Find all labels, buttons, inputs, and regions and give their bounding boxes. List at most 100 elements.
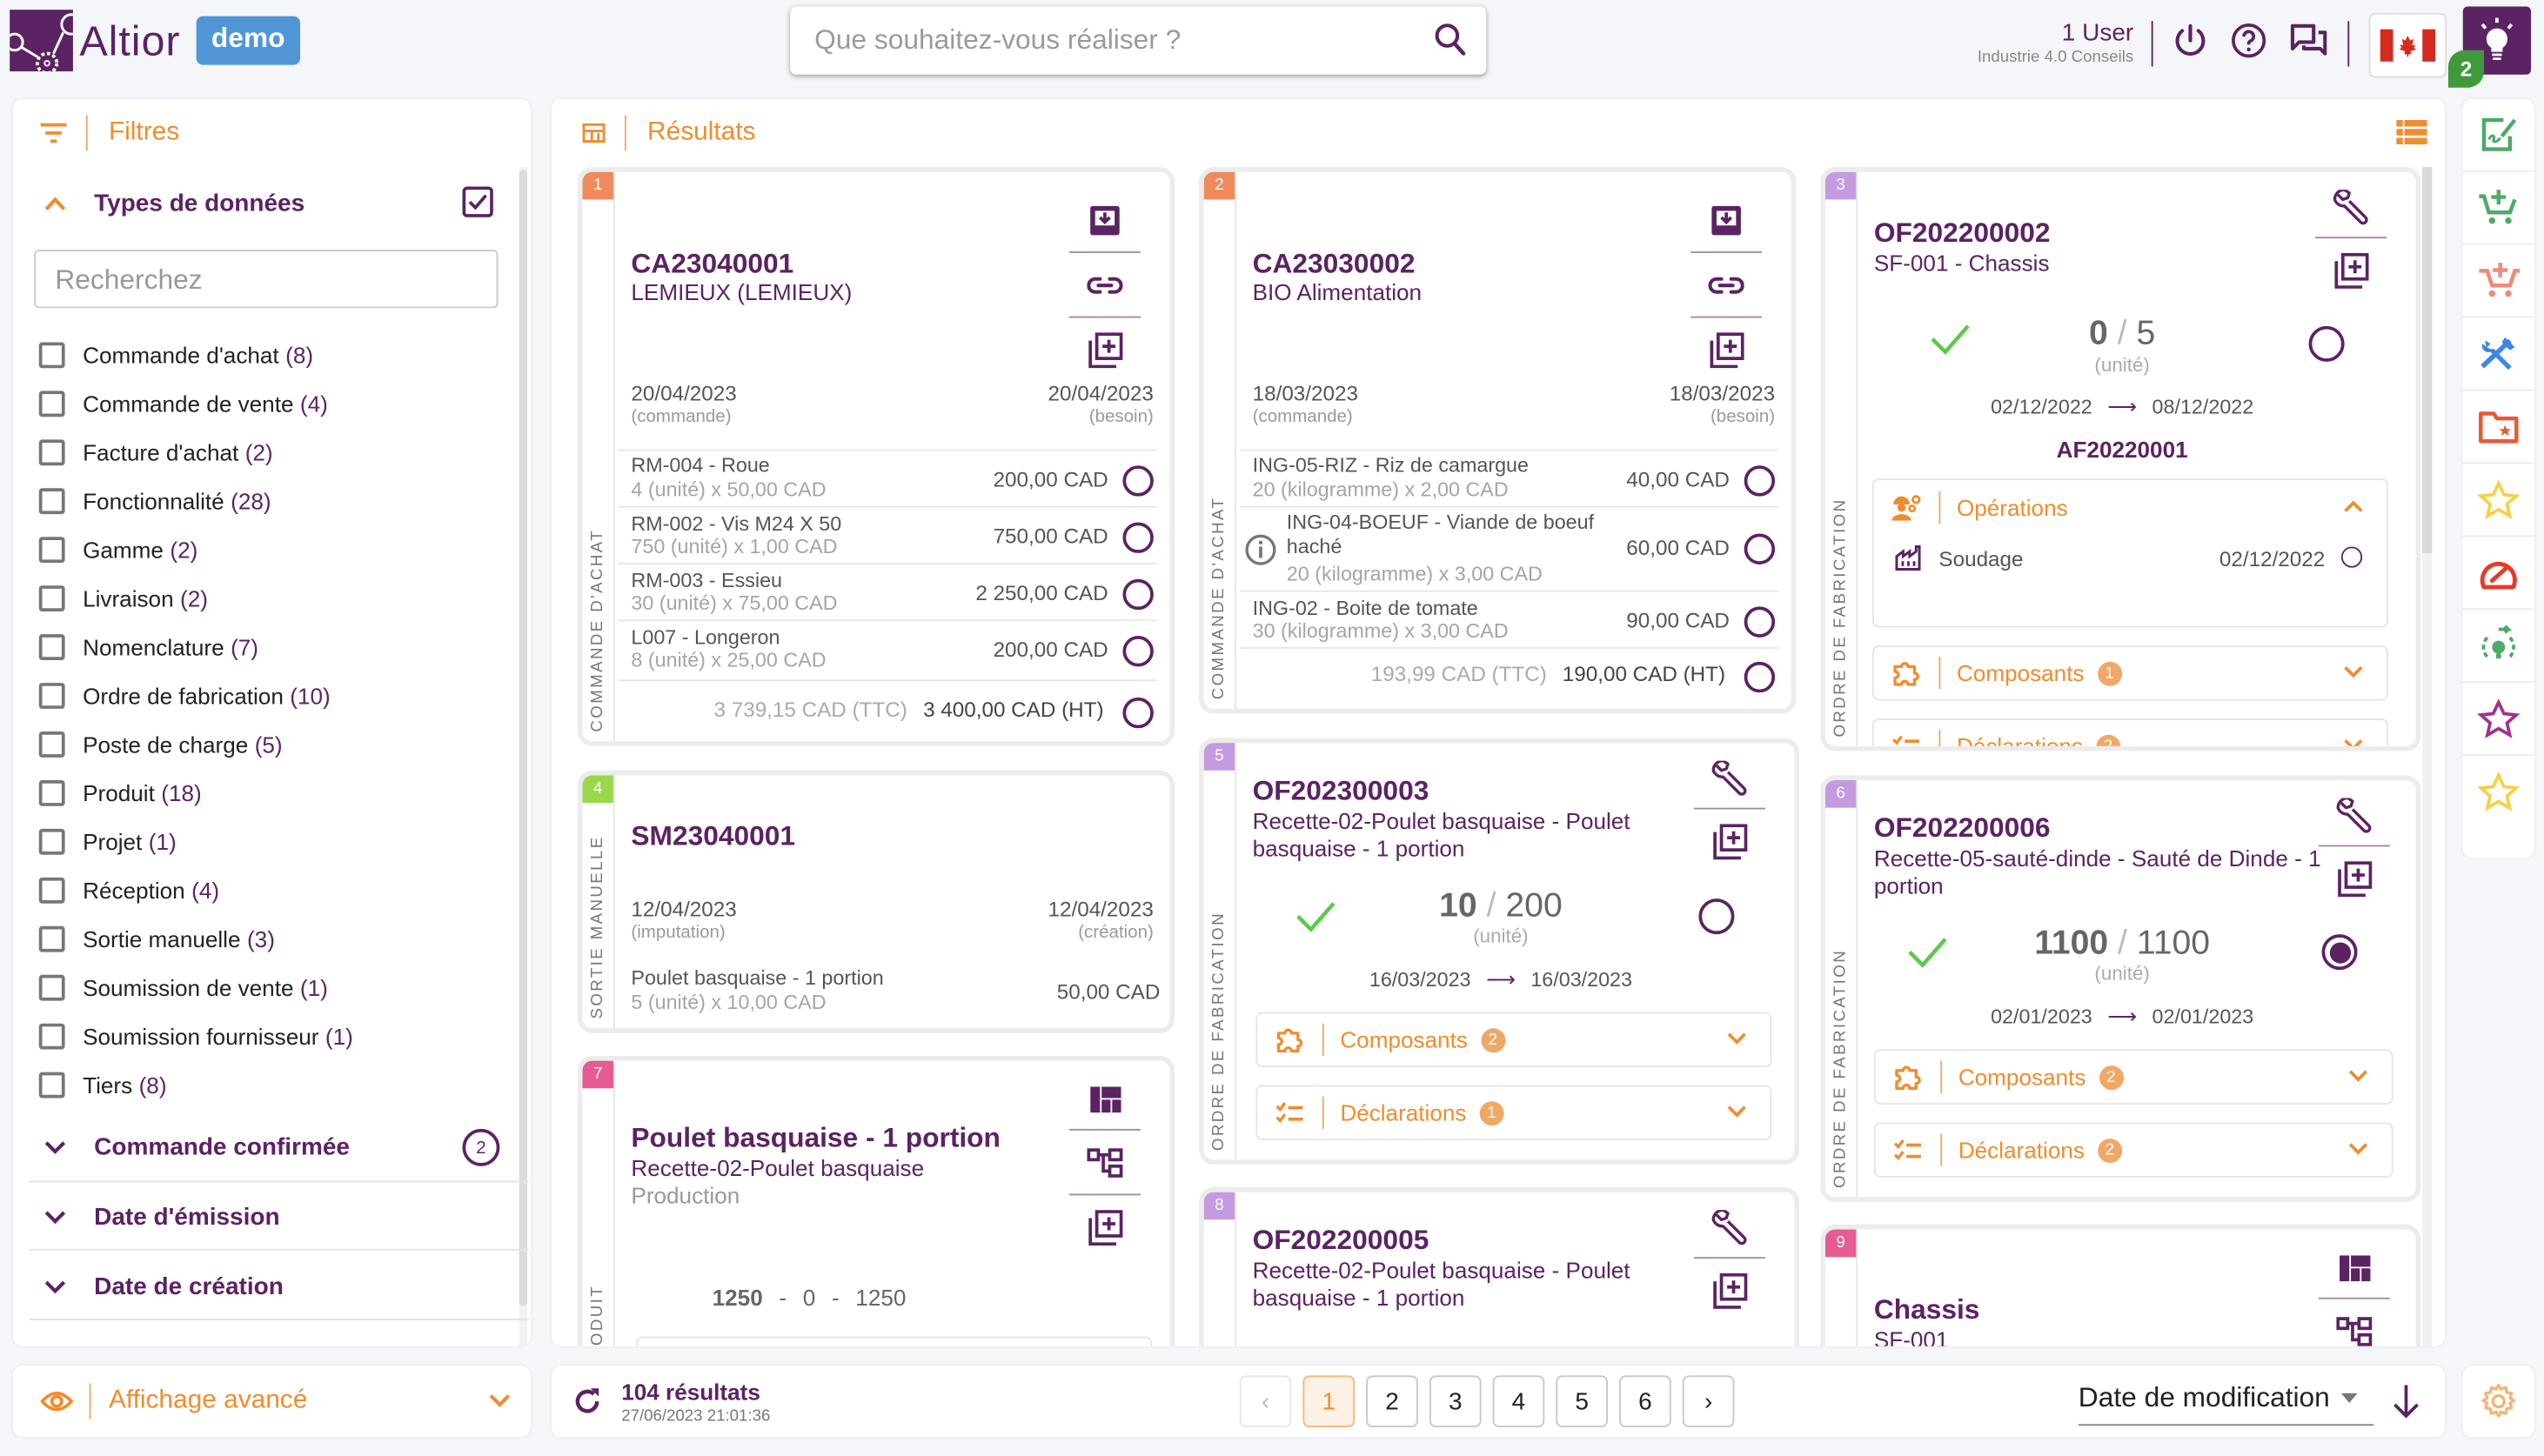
user-info[interactable]: 1 User Industrie 4.0 Conseils — [1978, 19, 2133, 66]
result-card[interactable]: 1 COMMANDE D'ACHAT CA23040001 LEMIEUX (LE… — [577, 167, 1175, 746]
card-title[interactable]: CA23030002 — [1252, 248, 1416, 279]
refresh-icon[interactable] — [572, 1386, 602, 1416]
status-ring[interactable] — [1698, 898, 1735, 935]
operation-row[interactable]: Soudage 02/12/2022 — [1874, 542, 2387, 578]
card-title[interactable]: SM23040001 — [631, 820, 796, 852]
page-button-2[interactable]: 2 — [1366, 1375, 1418, 1428]
checkbox[interactable] — [38, 585, 65, 612]
page-button-5[interactable]: 5 — [1556, 1375, 1609, 1428]
order-line[interactable]: L007 - Longeron 8 (unité) x 25,00 CAD 20… — [618, 619, 1157, 678]
page-button-4[interactable]: 4 — [1492, 1375, 1545, 1428]
card-title[interactable]: CA23040001 — [631, 248, 794, 279]
checkbox[interactable] — [38, 439, 65, 466]
status-ring[interactable] — [2308, 325, 2345, 362]
structure-button[interactable] — [2319, 1299, 2390, 1346]
prev-page-button[interactable]: ‹ — [1239, 1375, 1292, 1428]
category-accordion[interactable] — [636, 1336, 1153, 1346]
settings-button[interactable] — [2462, 1366, 2534, 1438]
card-title[interactable]: OF202200002 — [1873, 217, 2051, 249]
results-scrollbar-thumb[interactable] — [2422, 167, 2433, 553]
checkbox[interactable] — [38, 731, 65, 758]
checkbox[interactable] — [38, 634, 65, 660]
card-title[interactable]: Poulet basquaise - 1 portion — [631, 1122, 1001, 1153]
result-card[interactable]: 9 Chassis SF-001 — [1820, 1224, 2421, 1346]
data-type-item[interactable]: Facture d'achat (2) — [38, 428, 353, 477]
data-type-search-input[interactable] — [51, 263, 480, 299]
page-button-6[interactable]: 6 — [1619, 1375, 1671, 1428]
structure-button[interactable] — [1068, 1131, 1141, 1196]
quick-action-favorite-2[interactable] — [2462, 683, 2534, 756]
sort-select[interactable]: Date de modification — [2078, 1382, 2374, 1426]
duplicate-button[interactable] — [1694, 810, 1765, 873]
advanced-display-panel[interactable]: Affichage avancé — [12, 1366, 531, 1438]
order-line[interactable]: ING-02 - Boite de tomate 30 (kilogramme)… — [1239, 590, 1778, 649]
power-icon[interactable] — [2172, 23, 2208, 58]
filters-scrollbar-thumb[interactable] — [519, 170, 528, 1306]
result-card[interactable]: 5 ORDRE DE FABRICATION OF202300003 Recett… — [1199, 738, 1800, 1165]
card-title[interactable]: OF202300003 — [1252, 775, 1429, 806]
checkbox[interactable] — [38, 828, 65, 855]
duplicate-button[interactable] — [1694, 1259, 1765, 1322]
link-button[interactable] — [1690, 253, 1763, 318]
components-accordion[interactable]: Composants 2 — [1255, 1012, 1772, 1068]
data-type-item[interactable]: Réception (4) — [38, 866, 353, 915]
duplicate-button[interactable] — [2319, 846, 2390, 910]
data-type-item[interactable]: Nomenclature (7) — [38, 623, 353, 671]
order-line[interactable]: RM-004 - Roue 4 (unité) x 50,00 CAD 200,… — [618, 449, 1157, 508]
checkbox[interactable] — [38, 877, 65, 904]
status-ring[interactable] — [1122, 522, 1154, 553]
result-card[interactable]: 3 ORDRE DE FABRICATION OF202200002 SF-001… — [1820, 167, 2421, 751]
status-ring[interactable] — [1744, 606, 1776, 638]
checkbox[interactable] — [38, 925, 65, 952]
data-type-item[interactable]: Produit (18) — [38, 769, 353, 818]
receive-button[interactable] — [1068, 188, 1141, 253]
manufacture-button[interactable] — [2318, 790, 2390, 847]
quick-action-sale[interactable] — [2462, 245, 2534, 318]
link-button[interactable] — [1068, 253, 1141, 318]
order-line[interactable]: ING-05-RIZ - Riz de camargue 20 (kilogra… — [1239, 449, 1778, 508]
chat-icon[interactable] — [2289, 23, 2328, 58]
data-type-item[interactable]: Livraison (2) — [38, 574, 353, 623]
checkbox[interactable] — [38, 1023, 65, 1050]
quick-action-favorites-folder[interactable] — [2462, 391, 2534, 464]
result-card[interactable]: 2 COMMANDE D'ACHAT CA23030002 BIO Aliment… — [1199, 167, 1797, 714]
order-line[interactable]: ING-04-BOEUF - Viande de boeuf haché 20 … — [1239, 505, 1778, 592]
status-ring-completed[interactable] — [2321, 934, 2358, 971]
duplicate-button[interactable] — [1690, 318, 1762, 382]
next-page-button[interactable]: › — [1682, 1375, 1735, 1428]
status-ring[interactable] — [1744, 533, 1776, 564]
quick-action-improvement[interactable] — [2462, 610, 2534, 684]
page-button-3[interactable]: 3 — [1429, 1375, 1482, 1428]
results-scrollbar[interactable] — [2422, 167, 2433, 1346]
search-icon[interactable] — [1434, 23, 1466, 57]
checkbox[interactable] — [38, 391, 65, 417]
logo[interactable]: Altior demo — [10, 10, 300, 72]
status-ring[interactable] — [1744, 661, 1776, 693]
help-icon[interactable] — [2231, 23, 2266, 58]
dashboard-button[interactable] — [2318, 1239, 2390, 1299]
declarations-accordion[interactable]: Déclarations 1 — [1255, 1085, 1772, 1140]
data-type-item[interactable]: Commande d'achat (8) — [38, 331, 353, 379]
quick-action-maintenance[interactable] — [2462, 318, 2534, 391]
manufacture-button[interactable] — [1693, 1202, 1765, 1259]
checkbox[interactable] — [38, 779, 65, 806]
checkbox[interactable] — [38, 1072, 65, 1099]
card-title[interactable]: OF202200006 — [1873, 812, 2051, 844]
result-card[interactable]: 7 PRODUIT Poulet basquaise - 1 portion Re… — [577, 1055, 1175, 1346]
components-accordion[interactable]: Composants 2 — [1873, 1049, 2393, 1105]
data-type-item[interactable]: Gamme (2) — [38, 525, 353, 574]
info-icon[interactable] — [1244, 534, 1276, 566]
data-type-item[interactable]: Sortie manuelle (3) — [38, 915, 353, 964]
confirmed-order-section-header[interactable]: Commande confirmée 2 — [13, 1127, 516, 1166]
manufacture-button[interactable] — [2315, 182, 2387, 239]
operations-accordion[interactable]: Opérations Soudage 02/12/2022 — [1871, 478, 2388, 628]
quick-action-favorite-3[interactable] — [2463, 756, 2534, 827]
data-type-item[interactable]: Tiers (8) — [38, 1061, 353, 1110]
card-title[interactable]: Chassis — [1873, 1294, 1980, 1326]
data-type-item[interactable]: Ordre de fabrication (10) — [38, 671, 353, 720]
select-all-checkbox[interactable] — [462, 186, 493, 217]
data-type-item[interactable]: Soumission de vente (1) — [38, 964, 353, 1012]
data-type-item[interactable]: Fonctionnalité (28) — [38, 477, 353, 525]
status-ring[interactable] — [1122, 465, 1154, 497]
global-search-input[interactable] — [811, 23, 1403, 59]
